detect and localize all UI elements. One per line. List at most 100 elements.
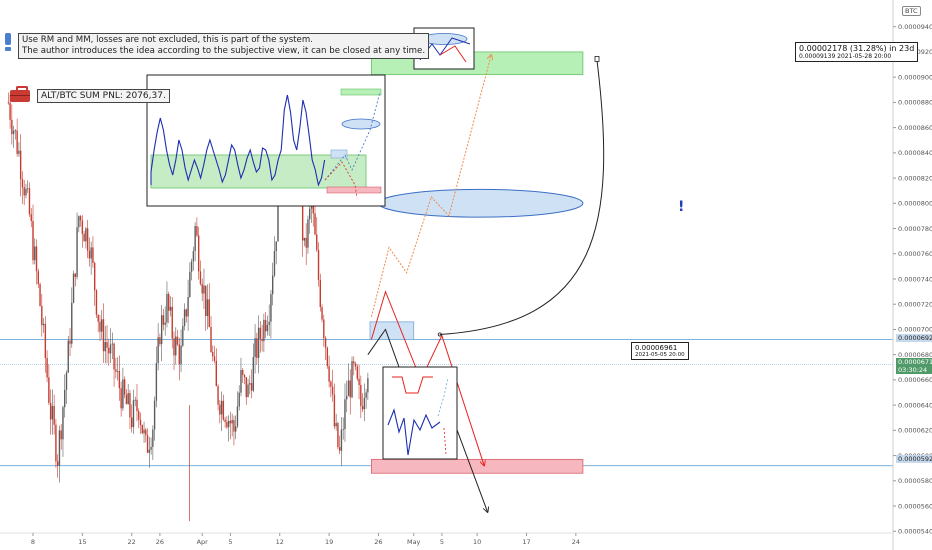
candle-body [206, 299, 209, 316]
candle-body [16, 130, 18, 154]
candle-body [76, 227, 78, 277]
candle-body [340, 429, 343, 451]
candle-body [326, 347, 329, 367]
candle-body [187, 297, 189, 317]
candle-body [150, 446, 152, 450]
candle-body [92, 247, 94, 263]
candle-body [164, 322, 166, 325]
inset-top-red [439, 45, 467, 63]
candle-body [351, 361, 353, 398]
candle-body [338, 447, 341, 451]
y-axis: 0.000094000.000092000.000090000.00008800… [892, 0, 932, 550]
candle-body [83, 233, 85, 242]
candle-body [243, 374, 246, 378]
candle-body [116, 371, 119, 372]
candle-body [189, 271, 191, 298]
x-tick-label: May [407, 538, 421, 546]
candle-body [331, 386, 334, 395]
candle-body [23, 187, 25, 196]
candle-body [305, 237, 307, 248]
candle-body [361, 406, 364, 410]
candle-body [97, 314, 99, 322]
candle-body [37, 271, 39, 285]
candle-body [65, 372, 68, 390]
candle-body [14, 130, 17, 132]
candle-body [192, 251, 195, 262]
candle-body [60, 430, 62, 440]
candle-body [146, 435, 149, 453]
candle-body [67, 340, 69, 373]
candle-body [18, 150, 20, 154]
candle-body [261, 338, 263, 342]
candle-body [197, 235, 200, 272]
candle-body [210, 326, 212, 352]
candle-body [166, 293, 168, 323]
candle-body [42, 323, 45, 326]
candle-body [180, 345, 182, 365]
candle-body [157, 337, 159, 364]
candle-body [12, 130, 15, 135]
candle-body [363, 397, 366, 410]
inset-large-line [150, 94, 326, 187]
inset-large-dash2 [324, 161, 358, 199]
candle-body [131, 417, 133, 428]
curve-end-handle [594, 56, 600, 62]
candle-body [143, 429, 145, 434]
inset-large-target [340, 88, 382, 96]
x-tick-label: 17 [522, 538, 530, 546]
candle-body [122, 379, 124, 409]
candle-body [233, 420, 235, 432]
candle-body [354, 363, 357, 367]
candle-body [108, 347, 110, 354]
candle-body [48, 377, 50, 403]
candle-body [266, 324, 269, 332]
candle-body [227, 420, 230, 428]
candle-body [236, 406, 239, 427]
candle-body [49, 402, 52, 420]
note-line-1: Use RM and MM, losses are not excluded, … [22, 35, 313, 45]
candle-body [51, 405, 54, 420]
candle-body [99, 321, 101, 332]
candle-body [222, 400, 225, 420]
x-tick-label: 5 [228, 538, 232, 546]
candle-body [39, 284, 41, 306]
candle-body [55, 424, 57, 462]
candle-body [62, 407, 64, 440]
inset-large-ellipse [341, 118, 381, 130]
candle-body [220, 400, 223, 415]
inset-mid-dash1 [437, 377, 449, 417]
candle-body [324, 338, 327, 348]
candle-body [30, 214, 32, 221]
candle-body [88, 250, 91, 259]
inset-mid-red [392, 376, 433, 394]
candle-body [201, 283, 203, 294]
candle-body [365, 392, 367, 398]
candle-body [27, 188, 29, 190]
candle-body [173, 338, 175, 356]
candle-body [213, 356, 216, 361]
candle-body [41, 305, 43, 326]
candle-body [129, 393, 131, 418]
candle-body [272, 275, 274, 295]
candle-body [90, 247, 92, 259]
candle-body [56, 461, 59, 466]
candle-body [229, 420, 232, 424]
candle-body [309, 208, 311, 220]
x-tick-label: 15 [78, 538, 86, 546]
currency-label: BTC [902, 6, 921, 16]
candle-body [234, 426, 237, 432]
candle-body [264, 319, 267, 332]
x-tick-label: 8 [31, 538, 35, 546]
candle-body [319, 280, 321, 308]
candle-body [120, 388, 122, 409]
candle-body [139, 419, 142, 425]
candle-body [273, 251, 276, 276]
candle-body [104, 342, 106, 352]
